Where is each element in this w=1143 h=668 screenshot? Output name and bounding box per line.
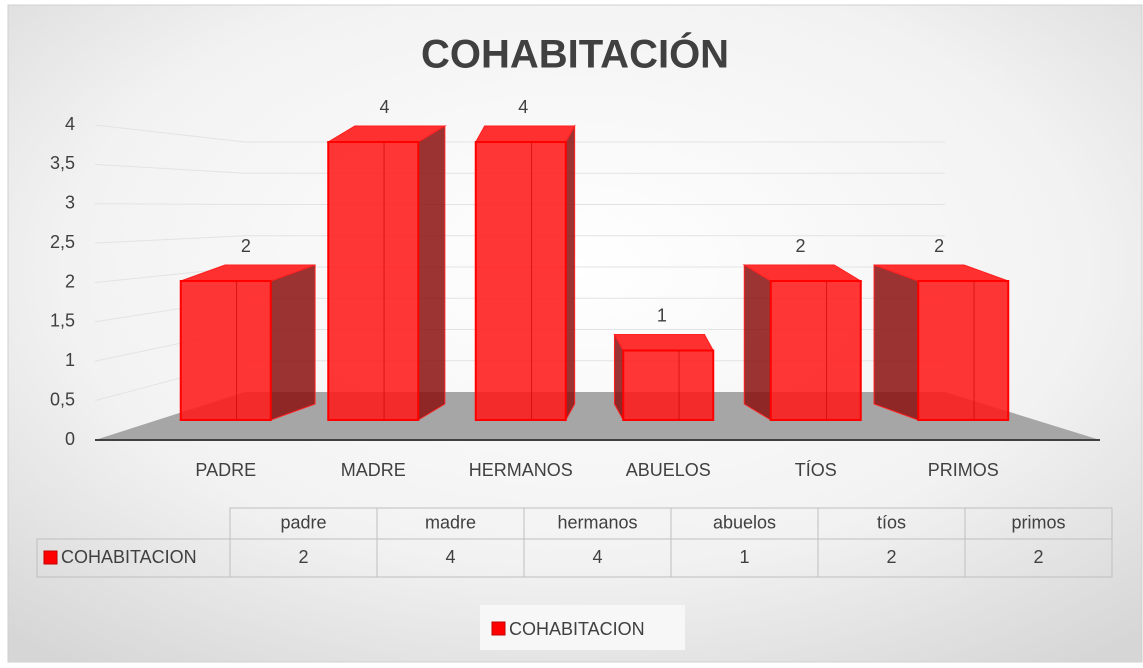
y-tick-label: 4 [65,114,75,134]
bar-side [270,264,316,421]
grid-line [94,235,246,244]
table-value: 4 [445,547,455,567]
table-row-label: COHABITACION [61,547,197,567]
table-cell [36,538,231,578]
table-cell [964,538,1113,578]
bar [474,141,567,421]
table-header: abuelos [713,512,776,532]
bar-side [873,264,919,421]
x-tick-label: HERMANOS [469,460,573,480]
bar-side [417,125,446,421]
y-tick-label: 0 [65,429,75,449]
y-tick-label: 1,5 [50,311,75,331]
y-tick-label: 2 [65,271,75,291]
bar-top [613,334,715,351]
x-tick-label: MADRE [341,460,406,480]
data-label: 2 [241,236,251,256]
y-tick-label: 3,5 [50,153,75,173]
table-header: tíos [877,512,906,532]
table-header: padre [280,512,326,532]
grid-line [94,124,246,143]
bar [917,280,1010,421]
bar [622,349,715,421]
legend-label: COHABITACION [509,619,645,639]
data-table: COHABITACION padre 2 madre 4 hermanos 4 abuelos… [43,507,1113,578]
x-tick-label: ABUELOS [626,460,711,480]
data-label: 2 [795,236,805,256]
legend-box [480,605,685,650]
bar-top [474,125,576,143]
table-header: madre [425,512,476,532]
legend-key [43,550,58,565]
chart-title: COHABITACIÓN [421,31,729,77]
table-value: 4 [592,547,602,567]
bar [327,141,420,421]
table-value: 2 [886,547,896,567]
bar [179,280,272,421]
y-tick-label: 2,5 [50,232,75,252]
grid-line [94,163,246,174]
legend-marker [491,621,506,636]
y-tick-label: 1 [65,350,75,370]
data-label: 4 [380,97,390,117]
bar [769,280,862,421]
table-value: 2 [1033,547,1043,567]
table-header: hermanos [557,512,637,532]
y-tick-label: 3 [65,193,75,213]
data-label: 2 [934,236,944,256]
x-tick-label: PRIMOS [928,460,999,480]
data-label: 1 [657,305,667,325]
grid-line [94,203,246,205]
bar-side [565,124,576,422]
x-tick-label: TÍOS [795,460,837,480]
x-tick-label: PADRE [195,460,256,480]
bar-side [743,264,772,421]
table-value: 1 [739,547,749,567]
data-label: 4 [518,97,528,117]
table-header: primos [1011,512,1065,532]
table-value: 2 [298,547,308,567]
y-tick-label: 0,5 [50,389,75,409]
